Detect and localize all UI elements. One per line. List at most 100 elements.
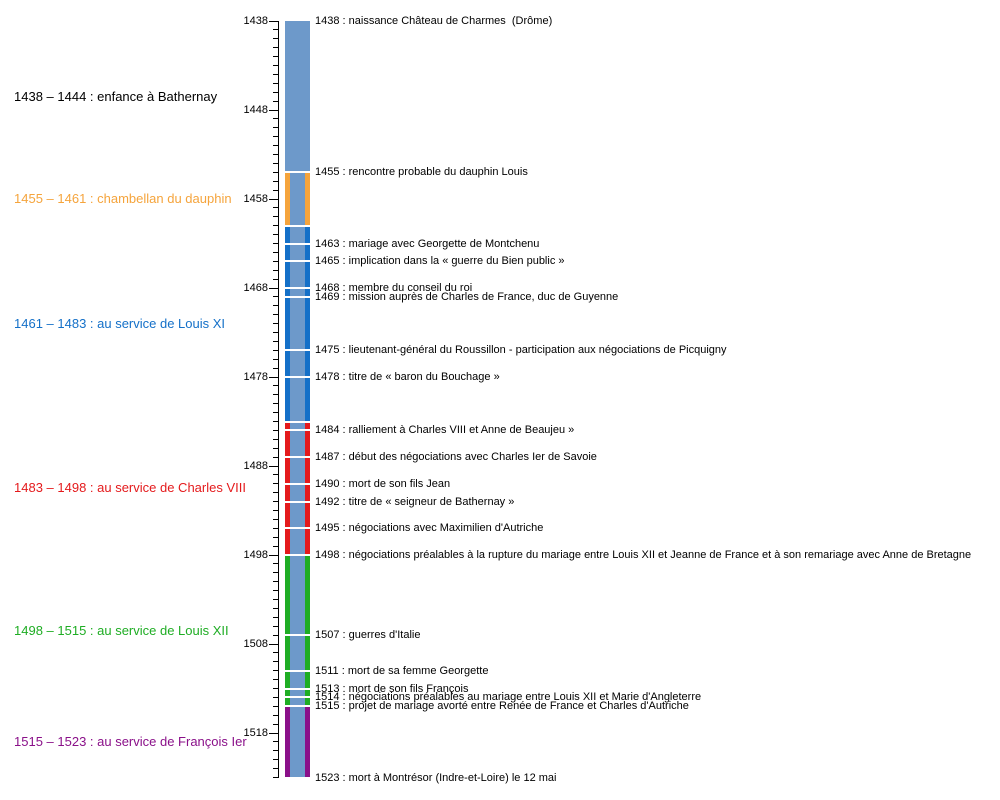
event-marker-line bbox=[285, 554, 310, 556]
event-label: 1465 : implication dans la « guerre du B… bbox=[315, 255, 565, 268]
event-marker-line bbox=[285, 456, 310, 459]
minor-tick bbox=[273, 527, 278, 529]
minor-tick bbox=[273, 305, 278, 307]
minor-tick bbox=[273, 234, 278, 236]
minor-tick bbox=[273, 714, 278, 716]
minor-tick bbox=[273, 545, 278, 547]
timeline-bar-segment bbox=[285, 172, 310, 226]
minor-tick bbox=[273, 536, 278, 538]
event-label: 1495 : négociations avec Maximilien d'Au… bbox=[315, 522, 544, 535]
event-marker-line bbox=[285, 242, 310, 245]
event-marker-line bbox=[285, 349, 310, 352]
event-marker-line bbox=[285, 171, 310, 174]
minor-tick bbox=[273, 696, 278, 698]
event-marker-line bbox=[285, 482, 310, 485]
minor-tick bbox=[273, 47, 278, 49]
minor-tick bbox=[273, 429, 278, 431]
event-label: 1478 : titre de « baron du Bouchage » bbox=[315, 371, 500, 383]
timeline-bar-segment bbox=[285, 706, 310, 778]
minor-tick bbox=[273, 73, 278, 75]
minor-tick bbox=[273, 518, 278, 520]
period-label: 1438 – 1444 : enfance à Bathernay bbox=[14, 88, 218, 104]
minor-tick bbox=[273, 180, 278, 182]
minor-tick bbox=[273, 625, 278, 627]
minor-tick bbox=[273, 29, 278, 31]
year-tick-label: 1478 bbox=[243, 371, 268, 383]
year-tick-label: 1488 bbox=[243, 460, 268, 472]
minor-tick bbox=[273, 145, 278, 147]
minor-tick bbox=[273, 581, 278, 583]
event-marker-line bbox=[285, 634, 310, 637]
minor-tick bbox=[273, 634, 278, 636]
minor-tick bbox=[273, 349, 278, 351]
minor-tick bbox=[273, 750, 278, 752]
event-marker-line bbox=[285, 429, 310, 432]
event-marker-line bbox=[285, 376, 310, 378]
minor-tick bbox=[273, 616, 278, 618]
major-tick bbox=[269, 732, 278, 734]
minor-tick bbox=[273, 216, 278, 218]
minor-tick bbox=[273, 599, 278, 600]
event-label: 1484 : ralliement à Charles VIII et Anne… bbox=[315, 424, 575, 437]
minor-tick bbox=[273, 670, 278, 672]
minor-tick bbox=[273, 679, 278, 681]
minor-tick bbox=[273, 269, 278, 271]
event-label: 1475 : lieutenant-général du Roussillon … bbox=[315, 344, 727, 357]
event-marker-line bbox=[285, 696, 310, 699]
minor-tick bbox=[273, 358, 278, 360]
major-tick bbox=[269, 287, 278, 289]
period-label: 1483 – 1498 : au service de Charles VIII bbox=[14, 480, 246, 496]
timeline-bar-segment bbox=[285, 421, 310, 555]
minor-tick bbox=[273, 260, 278, 262]
minor-tick bbox=[273, 251, 278, 253]
year-tick-label: 1468 bbox=[243, 282, 268, 294]
minor-tick bbox=[273, 652, 278, 654]
segment-separator bbox=[285, 224, 310, 227]
major-tick bbox=[269, 376, 278, 378]
minor-tick bbox=[273, 323, 278, 325]
minor-tick bbox=[273, 171, 278, 173]
year-tick-label: 1508 bbox=[243, 638, 268, 650]
period-label: 1498 – 1515 : au service de Louis XII bbox=[14, 622, 229, 638]
minor-tick bbox=[273, 367, 278, 369]
minor-tick bbox=[273, 723, 278, 725]
minor-tick bbox=[273, 412, 278, 414]
minor-tick bbox=[273, 162, 278, 164]
period-label: 1455 – 1461 : chambellan du dauphin bbox=[14, 191, 232, 206]
minor-tick bbox=[273, 759, 278, 761]
period-label: 1515 – 1523 : au service de François Ier bbox=[14, 733, 247, 749]
minor-tick bbox=[273, 189, 278, 191]
minor-tick bbox=[273, 136, 278, 138]
minor-tick bbox=[273, 438, 278, 440]
timeline-bar-segment bbox=[285, 225, 310, 422]
minor-tick bbox=[273, 91, 278, 93]
event-marker-line bbox=[285, 669, 310, 672]
event-marker-line bbox=[285, 287, 310, 289]
minor-tick bbox=[273, 421, 278, 422]
minor-tick bbox=[273, 332, 278, 333]
minor-tick bbox=[273, 314, 278, 316]
major-tick bbox=[269, 20, 278, 22]
minor-tick bbox=[273, 483, 278, 485]
year-tick-label: 1458 bbox=[243, 193, 268, 205]
minor-tick bbox=[273, 688, 278, 689]
minor-tick bbox=[273, 510, 278, 511]
event-marker-line bbox=[285, 705, 310, 708]
period-label: 1461 – 1483 : au service de Louis XI bbox=[14, 315, 226, 331]
major-tick bbox=[269, 198, 278, 200]
minor-tick bbox=[273, 447, 278, 449]
event-marker-line bbox=[285, 687, 310, 690]
event-label: 1468 : membre du conseil du roi bbox=[315, 282, 473, 294]
minor-tick bbox=[273, 296, 278, 298]
minor-tick bbox=[273, 340, 278, 342]
major-tick bbox=[269, 109, 278, 111]
event-label: 1498 : négociations préalables à la rupt… bbox=[315, 549, 972, 561]
minor-tick bbox=[273, 777, 278, 778]
minor-tick bbox=[273, 394, 278, 396]
timeline-bar-segment bbox=[285, 555, 310, 707]
minor-tick bbox=[273, 385, 278, 387]
event-label: 1455 : rencontre probable du dauphin Lou… bbox=[315, 166, 528, 179]
minor-tick bbox=[273, 225, 278, 227]
minor-tick bbox=[273, 607, 278, 609]
